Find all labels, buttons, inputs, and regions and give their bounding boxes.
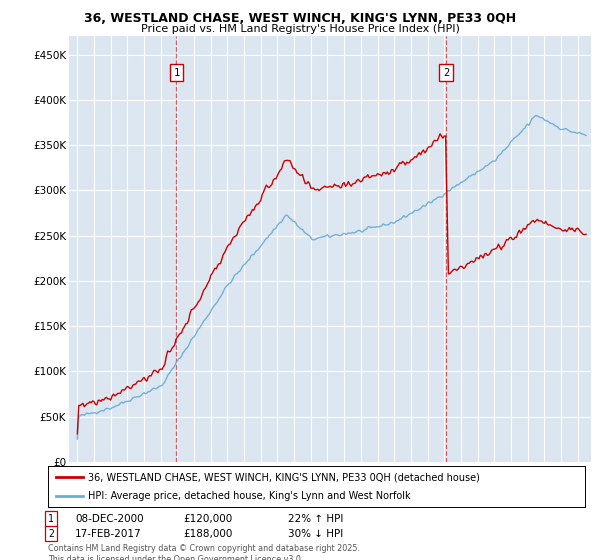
Text: 08-DEC-2000: 08-DEC-2000 bbox=[75, 514, 143, 524]
Text: HPI: Average price, detached house, King's Lynn and West Norfolk: HPI: Average price, detached house, King… bbox=[88, 491, 411, 501]
Text: £188,000: £188,000 bbox=[183, 529, 232, 539]
Text: £120,000: £120,000 bbox=[183, 514, 232, 524]
Text: 17-FEB-2017: 17-FEB-2017 bbox=[75, 529, 142, 539]
Text: 30% ↓ HPI: 30% ↓ HPI bbox=[288, 529, 343, 539]
Text: 36, WESTLAND CHASE, WEST WINCH, KING'S LYNN, PE33 0QH (detached house): 36, WESTLAND CHASE, WEST WINCH, KING'S L… bbox=[88, 473, 480, 482]
Text: Contains HM Land Registry data © Crown copyright and database right 2025.
This d: Contains HM Land Registry data © Crown c… bbox=[48, 544, 360, 560]
Text: 1: 1 bbox=[48, 514, 54, 524]
Text: 22% ↑ HPI: 22% ↑ HPI bbox=[288, 514, 343, 524]
Text: 2: 2 bbox=[443, 68, 449, 78]
Text: Price paid vs. HM Land Registry's House Price Index (HPI): Price paid vs. HM Land Registry's House … bbox=[140, 24, 460, 34]
Text: 2: 2 bbox=[48, 529, 54, 539]
Text: 36, WESTLAND CHASE, WEST WINCH, KING'S LYNN, PE33 0QH: 36, WESTLAND CHASE, WEST WINCH, KING'S L… bbox=[84, 12, 516, 25]
Text: 1: 1 bbox=[173, 68, 179, 78]
